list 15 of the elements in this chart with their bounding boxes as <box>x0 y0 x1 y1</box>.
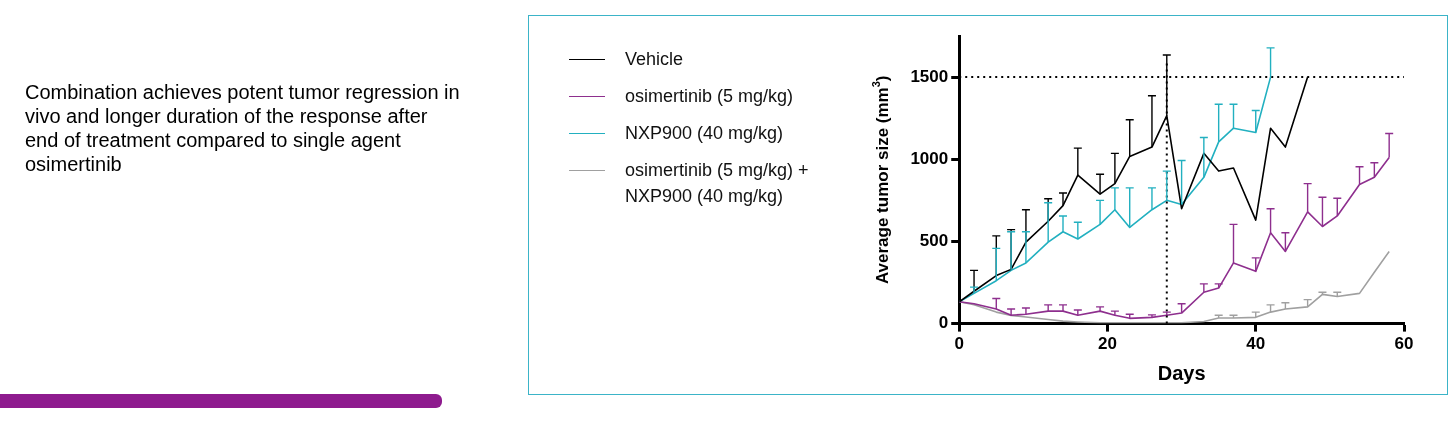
x-tick-label: 20 <box>1098 334 1117 354</box>
legend-label: NXP900 (40 mg/kg) <box>625 122 784 145</box>
x-tick-label: 0 <box>954 334 964 354</box>
x-axis-title: Days <box>1157 361 1206 384</box>
y-tick-label: 0 <box>938 313 949 333</box>
y-axis-title: Average tumor size (mm3) <box>870 75 892 285</box>
y-tick-label: 1500 <box>910 66 949 86</box>
legend-label: osimertinib (5 mg/kg) <box>625 85 794 108</box>
y-tick-label: 1000 <box>910 148 949 168</box>
x-tick-label: 40 <box>1246 334 1266 354</box>
y-tick-label: 500 <box>919 231 949 251</box>
x-tick-label: 60 <box>1394 334 1414 354</box>
legend-label: Vehicle <box>625 48 684 71</box>
text: Combination achieves potent tumor regression in vivo and longer duration of the response after end of treatment compared to single agent osimertinib <box>25 80 461 176</box>
legend-label: osimertinib (5 mg/kg) + NXP900 (40 mg/kg) <box>625 159 810 208</box>
